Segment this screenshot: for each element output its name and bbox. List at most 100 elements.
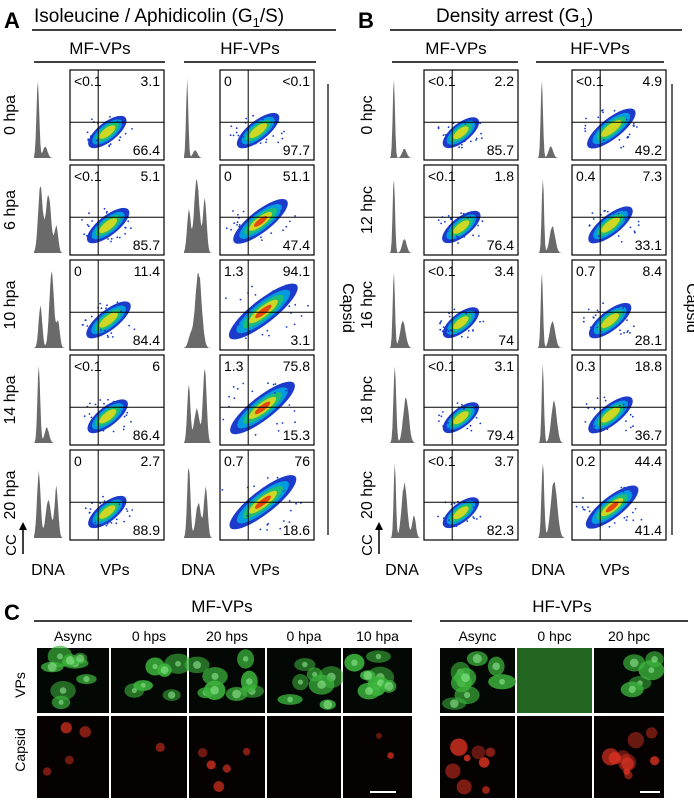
panel-c-capsid-image-1 bbox=[111, 716, 187, 798]
panelB-row-4-col-0-q-upper-right: 3.7 bbox=[495, 453, 515, 469]
panelB-row-4-col-1-q-upper-left: 0.2 bbox=[576, 453, 596, 469]
panelA-row-4-col-0-histogram bbox=[34, 470, 66, 538]
panelB-row-2-col-0-flow-frame bbox=[423, 259, 519, 351]
panelA-row-label-1: 6 hpa bbox=[2, 190, 19, 230]
panel-a-vps-label-hf: VPs bbox=[250, 562, 279, 579]
panelB-row-3-col-1-q-upper-left: 0.3 bbox=[576, 358, 596, 374]
panelA-row-4-col-1-histogram bbox=[184, 468, 216, 538]
panel-a-capsid-label: Capsid bbox=[339, 283, 356, 333]
panelA-row-3-col-0-histogram bbox=[34, 365, 66, 443]
panelA-row-1-col-0-q-lower-right: 85.7 bbox=[133, 237, 160, 253]
panelA-row-3-col-1-q-upper-left: 1.3 bbox=[224, 358, 244, 374]
panelA-row-4-col-1-q-lower-right: 18.6 bbox=[283, 522, 310, 538]
panelA-row-3-col-1-q-upper-right: 75.8 bbox=[283, 358, 310, 374]
panelB-row-3-col-0-q-upper-right: 3.1 bbox=[495, 358, 515, 374]
panel-a-letter: A bbox=[4, 8, 20, 33]
panel-b-title-main: Density arrest (G bbox=[436, 6, 580, 27]
panel-c-capsid-image-3 bbox=[267, 716, 341, 798]
panel-c-col-label-1: 0 hps bbox=[132, 628, 166, 644]
panelA-row-2-col-0-q-lower-right: 84.4 bbox=[133, 332, 160, 348]
panel-c-col-label-3: 0 hpa bbox=[286, 628, 321, 644]
panelA-row-0-col-0-q-upper-left: <0.1 bbox=[74, 73, 102, 89]
panel-b-cc-label: CC bbox=[359, 534, 376, 556]
panelA-row-0-col-1-q-upper-right: <0.1 bbox=[282, 73, 310, 89]
panelA-row-2-col-1-flow-density bbox=[225, 283, 309, 340]
panelA-row-1-col-1-flow-density bbox=[225, 199, 296, 244]
panelA-row-0-col-0-q-upper-right: 3.1 bbox=[141, 73, 161, 89]
panelA-row-3-col-0-q-upper-left: <0.1 bbox=[74, 358, 102, 374]
panelA-row-3-col-0-flow-frame bbox=[69, 354, 165, 446]
panel-c-col-label-0: Async bbox=[54, 628, 92, 644]
panelA-row-3-col-0-q-upper-right: 6 bbox=[152, 358, 160, 374]
panelB-row-2-col-1-histogram bbox=[538, 272, 570, 348]
panelA-row-0-col-0-flow-frame bbox=[69, 69, 165, 161]
panelB-row-3-col-0-q-upper-left: <0.1 bbox=[428, 358, 456, 374]
panelA-row-1-col-1-q-upper-left: 0 bbox=[224, 168, 232, 184]
panel-b-vps-label-hf: VPs bbox=[600, 562, 629, 579]
panelA-row-0-col-1-histogram bbox=[184, 78, 216, 158]
panelA-row-label-2: 10 hpa bbox=[2, 280, 19, 329]
panelA-row-label-3: 14 hpa bbox=[2, 375, 19, 424]
panel-b-group-hf: HF-VPs bbox=[570, 39, 630, 58]
panelB-row-1-col-0-q-lower-right: 76.4 bbox=[487, 237, 514, 253]
panel-b-capsid-label: Capsid bbox=[683, 283, 694, 333]
panel-a-dna-label: DNA bbox=[31, 562, 65, 579]
panel-c-col-label-4: 10 hpa bbox=[356, 628, 399, 644]
panel-b-letter: B bbox=[358, 8, 374, 33]
panel-c-capsid-image-4 bbox=[343, 716, 412, 798]
panelA-row-0-col-0-q-lower-right: 66.4 bbox=[133, 142, 160, 158]
panel-b-title: Density arrest (G1) bbox=[436, 6, 593, 30]
micrograph-grid: Async 0 hps 20 hps 0 hpa 10 hpa Async 0 hpc 20 … bbox=[37, 628, 665, 798]
panelA-row-1-col-1-q-lower-right: 47.4 bbox=[283, 237, 310, 253]
panel-c-col-label-5: Async bbox=[458, 628, 496, 644]
panelB-row-1-col-0-histogram bbox=[390, 180, 422, 253]
panelB-row-0-col-1-q-lower-right: 49.2 bbox=[635, 142, 662, 158]
panel-c-capsid-image-5 bbox=[440, 716, 515, 798]
panelA-row-4-col-0-q-upper-right: 2.7 bbox=[141, 453, 161, 469]
panelA-row-0-col-0-histogram bbox=[34, 81, 66, 158]
panelB-row-4-col-1-q-upper-right: 44.4 bbox=[635, 453, 662, 469]
panelB-row-0-col-0-q-upper-left: <0.1 bbox=[428, 73, 456, 89]
panelB-row-2-col-0-q-upper-right: 3.4 bbox=[495, 263, 515, 279]
panelB-row-0-col-0-flow-frame bbox=[423, 69, 519, 161]
panel-a-cc-arrowhead bbox=[19, 522, 27, 530]
panel-c-capsid-image-6 bbox=[517, 716, 592, 798]
panelB-row-1-col-0-q-upper-left: <0.1 bbox=[428, 168, 456, 184]
panel-a-dna-label-hf: DNA bbox=[181, 562, 215, 579]
panelB-row-2-col-0-histogram bbox=[390, 272, 422, 348]
panel-b-group-mf: MF-VPs bbox=[425, 39, 486, 58]
panelA-row-4-col-1-q-upper-left: 0.7 bbox=[224, 453, 244, 469]
panelB-row-label-4: 20 hpc bbox=[359, 471, 376, 519]
flow-grid: 0 hpa <0.1 3.1 66.4 0 <0.1 97.7 6 hpa <0.1 5.1 85.… bbox=[2, 69, 667, 541]
panel-b-vps-label-mf: VPs bbox=[453, 562, 482, 579]
panel-b-dna-label: DNA bbox=[385, 562, 419, 579]
panelA-row-0-col-1-q-lower-right: 97.7 bbox=[283, 142, 310, 158]
panelB-row-label-2: 16 hpc bbox=[359, 281, 376, 329]
panelB-row-3-col-1-q-lower-right: 36.7 bbox=[635, 427, 662, 443]
panelB-row-2-col-0-q-lower-right: 74 bbox=[498, 332, 514, 348]
panelB-row-4-col-0-q-lower-right: 82.3 bbox=[487, 522, 514, 538]
panelA-row-label-4: 20 hpa bbox=[2, 470, 19, 519]
panelB-row-1-col-0-flow-frame bbox=[423, 164, 519, 256]
panelA-row-2-col-0-q-upper-left: 0 bbox=[74, 263, 82, 279]
panelA-row-2-col-0-q-upper-right: 11.4 bbox=[134, 263, 160, 279]
panelB-row-4-col-1-flow-density bbox=[575, 485, 643, 529]
panel-b-dna-label-hf: DNA bbox=[531, 562, 565, 579]
panelB-row-0-col-1-flow-density bbox=[584, 108, 638, 149]
panelB-row-3-col-1-q-upper-right: 18.8 bbox=[635, 358, 662, 374]
panelA-row-2-col-1-histogram bbox=[184, 272, 216, 348]
panel-c-row-label-capsid: Capsid bbox=[12, 728, 28, 772]
panel-a-title: Isoleucine / Aphidicolin (G1/S) bbox=[34, 6, 284, 30]
panelB-row-2-col-1-q-upper-right: 8.4 bbox=[643, 263, 663, 279]
panel-c-col-label-6: 0 hpc bbox=[537, 628, 571, 644]
panelA-row-1-col-0-q-upper-left: <0.1 bbox=[74, 168, 102, 184]
panelA-row-4-col-1-q-upper-right: 76 bbox=[294, 453, 310, 469]
panel-b-cc-arrowhead bbox=[375, 522, 383, 530]
panelB-row-1-col-0-q-upper-right: 1.8 bbox=[495, 168, 515, 184]
panelB-row-0-col-0-q-upper-right: 2.2 bbox=[495, 73, 515, 89]
panel-a-title-sub: 1 bbox=[253, 15, 260, 30]
panelA-row-4-col-0-q-upper-left: 0 bbox=[74, 453, 82, 469]
panelB-row-0-col-0-q-lower-right: 85.7 bbox=[487, 142, 514, 158]
panelA-row-0-col-1-q-upper-left: 0 bbox=[224, 73, 232, 89]
panelA-row-2-col-0-histogram bbox=[34, 271, 66, 348]
